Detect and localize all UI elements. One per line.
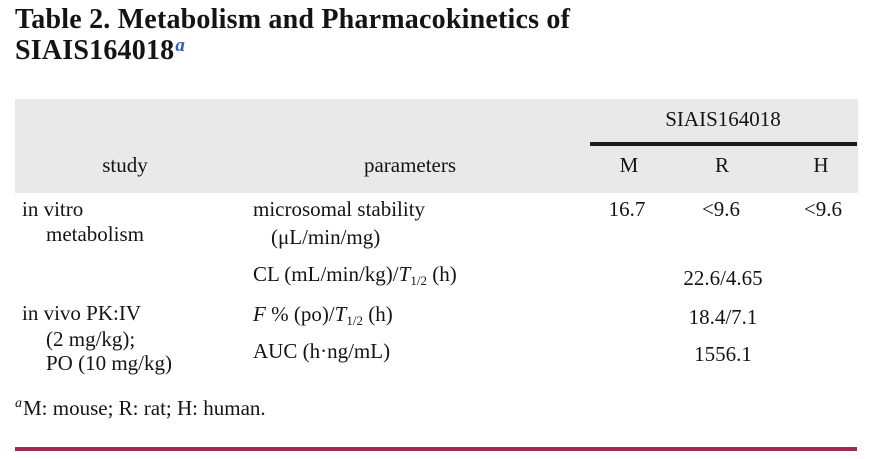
table-title-footnote-marker: a: [175, 34, 186, 56]
footnote-marker: a: [15, 396, 22, 411]
param-f-mid: % (po)/: [265, 302, 335, 326]
study-cell-invivo-line1: in vivo PK:IV: [22, 301, 142, 325]
value-cell-cl-halflife-merged: 22.6/4.65: [683, 266, 763, 290]
param-cell-auc: AUC (h·ng/mL): [253, 339, 391, 363]
param-cl-prefix: CL (mL/min/kg)/: [253, 262, 399, 286]
column-header-human: H: [813, 153, 829, 177]
study-cell-invitro-line1: in vitro: [22, 197, 84, 221]
param-cell-cl-halflife: CL (mL/min/kg)/T1/2 (h): [253, 262, 457, 288]
column-group-header-compound: SIAIS164018: [665, 107, 781, 131]
study-cell-invivo-line3: PO (10 mg/kg): [46, 351, 172, 375]
study-cell-invitro-line2: metabolism: [46, 222, 144, 246]
column-header-parameters: parameters: [363, 153, 457, 177]
param-cl-subscript: 1/2: [410, 273, 427, 288]
value-cell-human-stability: <9.6: [803, 197, 843, 221]
param-f-subscript: 1/2: [346, 313, 363, 328]
value-cell-bioavailability-merged: 18.4/7.1: [688, 305, 758, 329]
column-header-study: study: [102, 153, 148, 177]
param-cell-bioavailability-halflife: F % (po)/T1/2 (h): [253, 302, 393, 328]
column-header-rat: R: [714, 153, 730, 177]
param-cell-microsomal-stability-line2: (μL/min/mg): [271, 225, 381, 249]
table-title: Table 2. Metabolism and Pharmacokinetics…: [15, 4, 571, 67]
table-header-band: [15, 99, 858, 193]
param-f-t-symbol: T: [334, 302, 347, 326]
value-cell-rat-stability: <9.6: [701, 197, 741, 221]
value-cell-mouse-stability: 16.7: [608, 197, 646, 221]
table-footnote: aM: mouse; R: rat; H: human.: [15, 396, 266, 420]
table-title-line1: Table 2. Metabolism and Pharmacokinetics…: [15, 4, 571, 35]
table-title-line2: SIAIS164018a: [15, 34, 570, 67]
param-cl-suffix: (h): [426, 262, 457, 286]
footnote-text: M: mouse; R: rat; H: human.: [23, 396, 266, 420]
table-title-compound: SIAIS164018: [15, 34, 175, 66]
value-cell-auc-merged: 1556.1: [694, 342, 752, 366]
param-cell-microsomal-stability-line1: microsomal stability: [253, 197, 426, 221]
param-f-symbol: F: [253, 302, 266, 326]
param-cl-t-symbol: T: [398, 262, 411, 286]
param-f-suffix: (h): [362, 302, 393, 326]
study-cell-invivo-line2: (2 mg/kg);: [46, 327, 136, 351]
column-header-mouse: M: [619, 153, 639, 177]
bottom-accent-rule: [15, 447, 857, 451]
column-group-rule: [590, 142, 857, 146]
